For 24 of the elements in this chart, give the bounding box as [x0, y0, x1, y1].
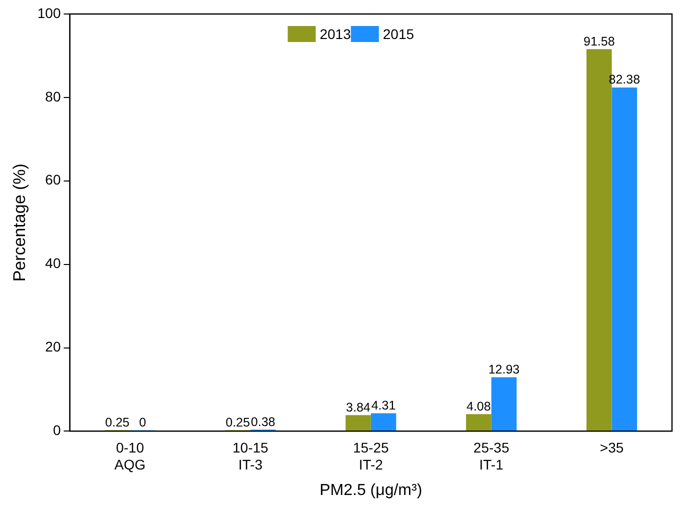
y-tick-label: 0: [52, 422, 61, 438]
y-tick-label: 80: [45, 88, 61, 104]
y-tick-label: 40: [45, 255, 61, 272]
data-label: 91.58: [583, 34, 615, 48]
x-tick-label: >35: [600, 439, 624, 456]
legend-label: 2015: [382, 26, 414, 42]
x-axis-title: PM2.5 (μg/m³): [320, 482, 422, 499]
x-tick-label: 0-10 AQG: [114, 439, 146, 472]
data-label: 4.08: [466, 399, 491, 414]
y-tick-label: 60: [45, 172, 61, 188]
x-tick-label: 25-35 IT-1: [473, 439, 510, 472]
data-label: 12.93: [488, 362, 520, 376]
data-label: 0.25: [105, 415, 130, 430]
x-tick-label: 15-25 IT-2: [352, 439, 389, 472]
data-label: 3.84: [346, 400, 370, 414]
y-tick-label: 100: [37, 4, 61, 21]
data-label: 4.31: [371, 398, 396, 412]
data-label: 0: [139, 415, 146, 430]
data-label: 0.25: [226, 415, 250, 430]
x-tick-label: 10-15 IT-3: [232, 439, 269, 472]
y-axis-title: Percentage (%): [10, 164, 29, 282]
y-tick-label: 20: [45, 338, 61, 355]
legend-label: 2013: [320, 26, 352, 42]
data-label: 0.38: [250, 414, 276, 429]
